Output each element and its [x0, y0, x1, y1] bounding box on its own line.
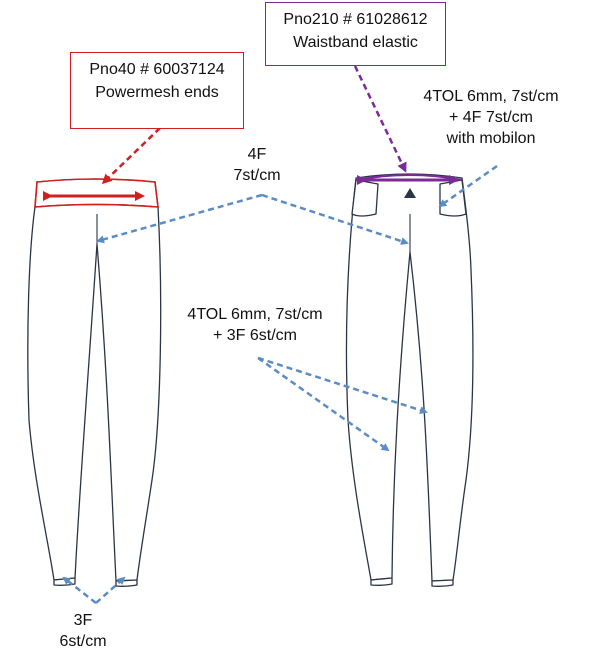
stitch-note-4tol: 4TOL 6mm, 7st/cm + 3F 6st/cm [166, 304, 344, 346]
stitch-note-4f: 4F 7st/cm [212, 144, 302, 186]
back-hem-right [431, 579, 454, 587]
leader-mobilon [438, 164, 498, 208]
leader-4f-back [261, 193, 409, 245]
stitch-note-waistband: 4TOL 6mm, 7st/cm + 4F 7st/cm with mobilo… [406, 86, 576, 149]
back-hem-left [370, 577, 393, 586]
stitch-note-hem: 3F 6st/cm [48, 610, 118, 652]
front-waistband [34, 178, 159, 208]
stitch-note-line: 4TOL 6mm, 7st/cm [423, 88, 559, 105]
stitch-note-line: with mobilon [446, 130, 536, 147]
waistband-callout: Pno210 # 61028612 Waistband elastic [265, 2, 446, 66]
stitch-note-line: 4TOL 6mm, 7st/cm [187, 306, 323, 323]
powermesh-leader [101, 127, 161, 185]
leader-hem-right [95, 576, 126, 604]
powermesh-code: Pno40 # 60037124 [89, 61, 225, 78]
front-view-leggings [27, 178, 162, 587]
stitch-note-line: + 4F 7st/cm [448, 109, 534, 126]
waistband-desc: Waistband elastic [293, 34, 418, 51]
stitch-note-line: 4F [247, 146, 267, 163]
powermesh-desc: Powermesh ends [95, 84, 219, 101]
stitch-note-line: 7st/cm [233, 167, 281, 184]
stitch-note-line: 3F [73, 612, 93, 629]
leader-4tol-lower [257, 356, 390, 452]
brand-logo-icon [404, 188, 416, 198]
stitch-note-line: + 3F 6st/cm [212, 327, 298, 344]
stitch-note-line: 6st/cm [59, 633, 107, 650]
back-leg-body [345, 173, 474, 582]
powermesh-callout: Pno40 # 60037124 Powermesh ends [70, 52, 244, 129]
back-view-leggings [345, 173, 474, 587]
waistband-leader [353, 65, 407, 173]
back-yoke [351, 179, 379, 217]
leader-4f-front [96, 193, 263, 244]
leader-hem-left [62, 576, 97, 604]
powermesh-highlight [34, 178, 159, 208]
front-leg-body [27, 203, 162, 582]
waistband-code: Pno210 # 61028612 [283, 11, 428, 28]
